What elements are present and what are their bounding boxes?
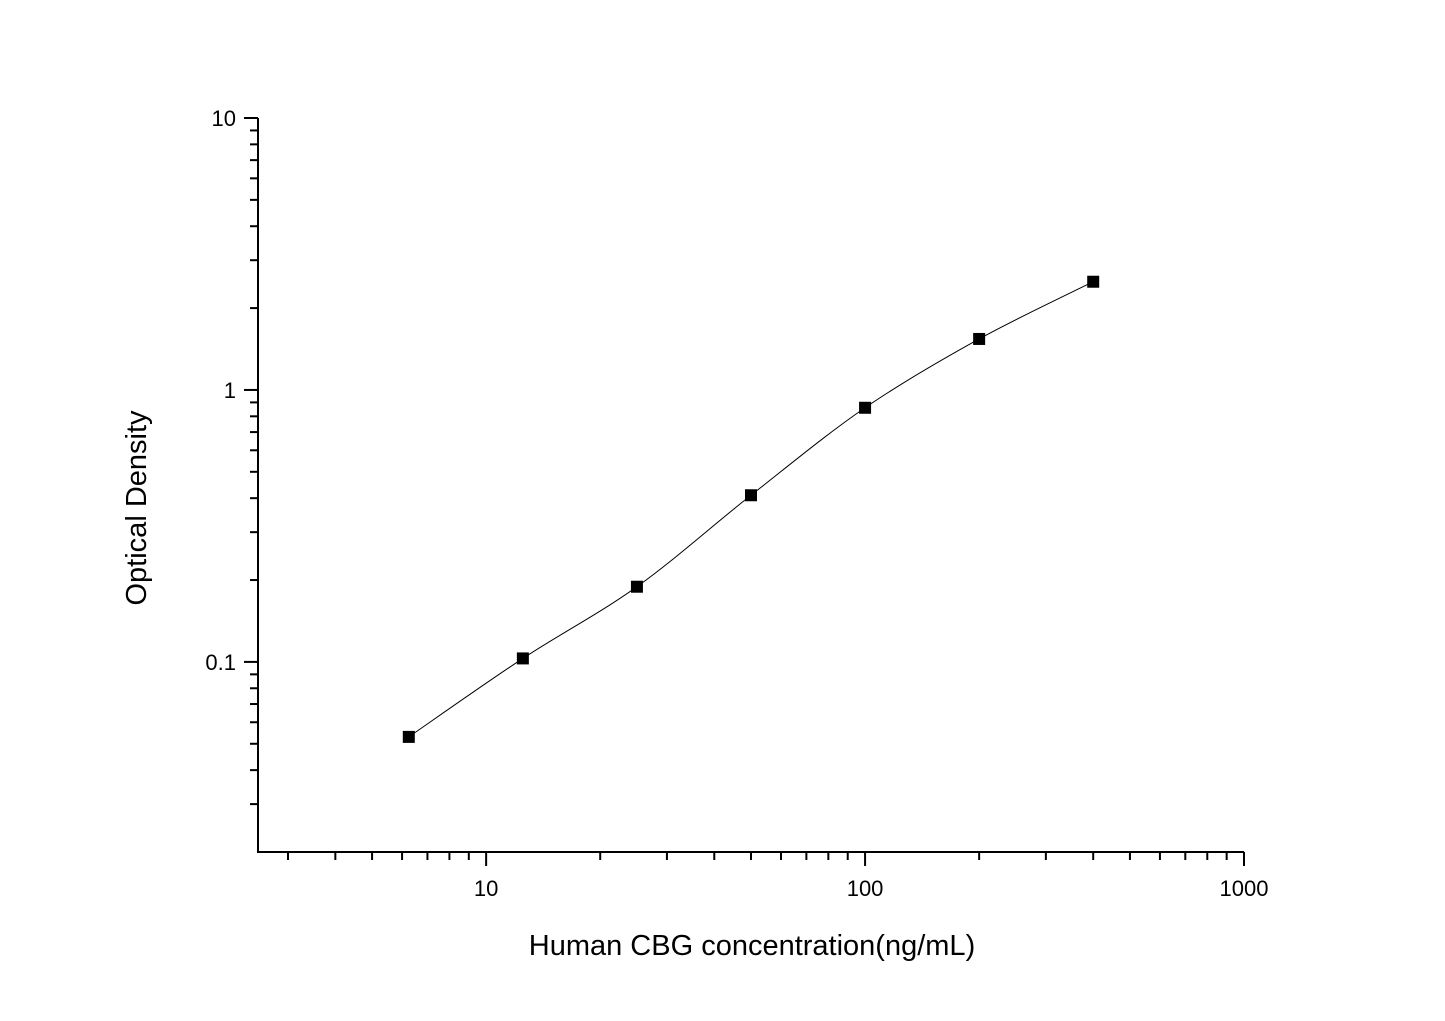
axes [244, 117, 1245, 866]
data-point [745, 489, 757, 502]
x-tick-labels: 10 100 1000 [474, 876, 1269, 901]
data-point [402, 730, 415, 743]
y-tick-label: 1 [224, 378, 236, 403]
data-point [973, 332, 986, 345]
data-point [516, 652, 529, 665]
x-axis-title: Human CBG concentration(ng/mL) [529, 930, 975, 962]
fit-curve [408, 281, 1094, 738]
data-point [1087, 275, 1100, 288]
data-points [402, 275, 1100, 743]
y-tick-label: 0.1 [205, 650, 236, 675]
y-tick-labels: 0.1 1 10 [205, 106, 236, 675]
data-point [630, 580, 643, 593]
y-axis-title: Optical Density [121, 410, 153, 606]
x-tick-label: 1000 [1220, 876, 1269, 901]
y-tick-label: 10 [212, 106, 236, 131]
data-point [859, 401, 872, 414]
x-tick-label: 100 [847, 876, 884, 901]
x-tick-label: 10 [474, 876, 498, 901]
